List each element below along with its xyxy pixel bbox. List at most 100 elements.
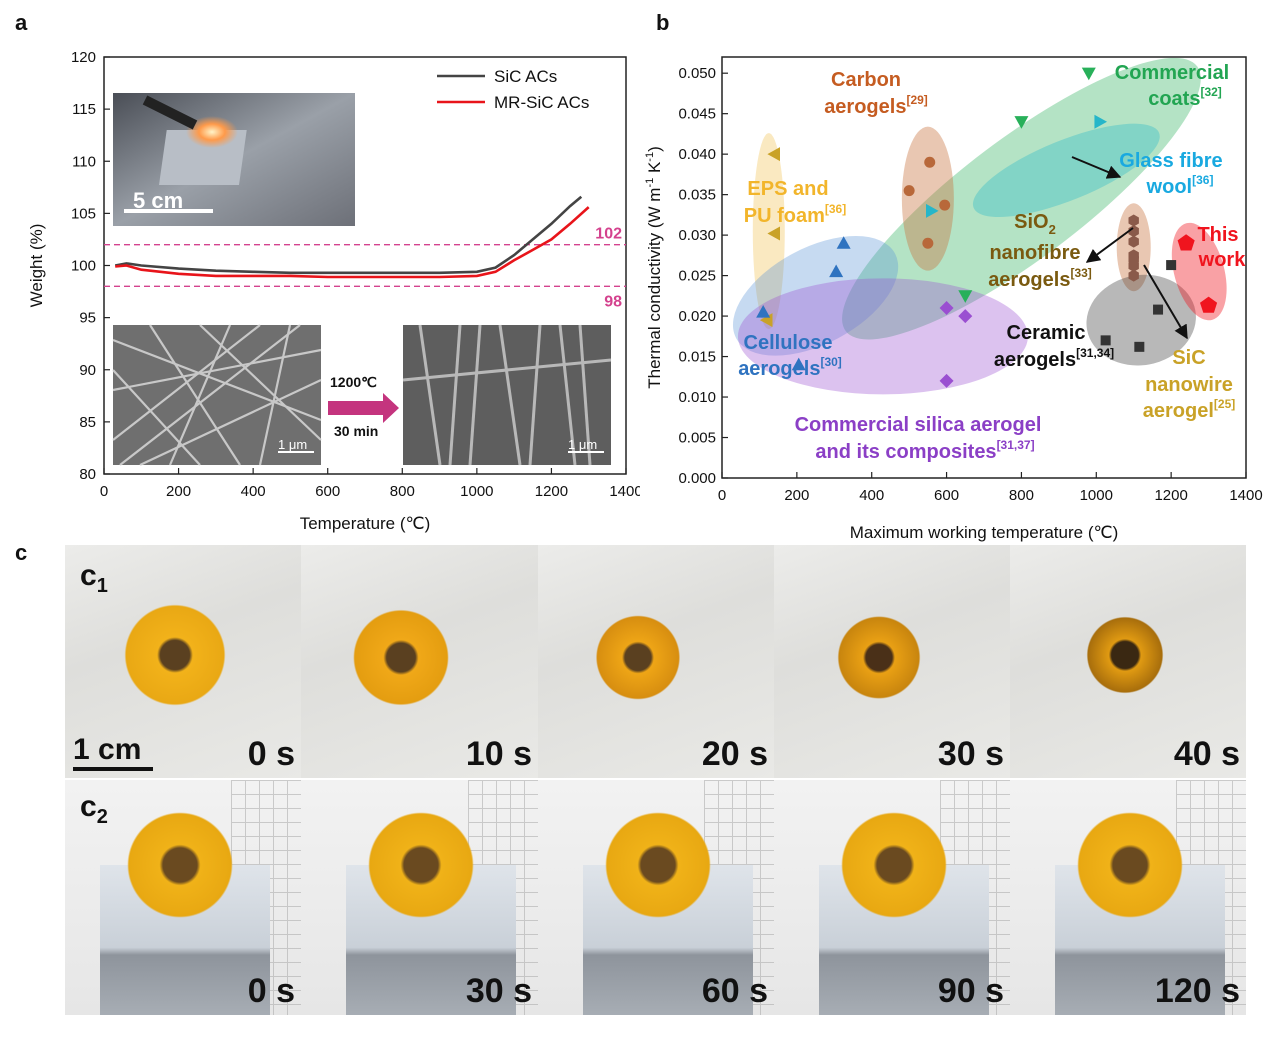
b-ytick-label: 0.020	[678, 308, 716, 325]
b-point	[1128, 225, 1139, 238]
arrow-label-temp: 1200℃	[330, 374, 377, 390]
label-ceramic-2: aerogels[31,34]	[994, 346, 1114, 371]
time-label: 40 s	[1173, 735, 1240, 773]
b-point	[756, 305, 771, 318]
b-ytick-label: 0.030	[678, 227, 716, 244]
b-arrow-glass	[1071, 156, 1122, 179]
photo-c1-4: 40 s	[1010, 545, 1246, 778]
label-sic-1: SiC	[1172, 347, 1205, 369]
a-ytick-label: 120	[71, 49, 96, 66]
b-xtick-label: 1000	[1080, 487, 1113, 504]
b-xtick-label: 600	[934, 487, 959, 504]
time-label: 90 s	[937, 972, 1004, 1010]
b-point	[1094, 114, 1108, 129]
label-ceramic-1: Ceramic	[1007, 322, 1086, 344]
flower-image	[824, 610, 934, 705]
b-xlabel: Maximum working temperature (℃)	[850, 523, 1119, 542]
b-point	[1128, 214, 1139, 227]
b-point	[1100, 335, 1111, 346]
a-xlabel: Temperature (℃)	[300, 514, 431, 533]
photo-c1-0: c1 1 cm 0 s	[65, 545, 301, 778]
a-xtick-label: 600	[315, 483, 340, 500]
a-ytick-label: 80	[79, 466, 96, 483]
b-ylabel: Thermal conductivity (W m-1 K-1)	[644, 146, 664, 389]
b-xtick-label: 200	[784, 487, 809, 504]
time-label: 30 s	[465, 972, 532, 1010]
row-label-c1: c1	[80, 559, 108, 597]
b-point	[939, 373, 954, 388]
a-xtick-label: 0	[100, 483, 108, 500]
photo-c1-2: 20 s	[538, 545, 774, 778]
a-series-line	[114, 195, 583, 275]
a-ytick-label: 85	[79, 414, 96, 431]
a-ytick-label: 95	[79, 310, 96, 327]
b-point	[922, 237, 934, 249]
b-point	[1200, 296, 1218, 313]
label-this-2: work	[1198, 249, 1247, 271]
panel-c-photos: c1 1 cm 0 s 10 s 20 s 30 s 40 s c2 0 s 3…	[65, 545, 1246, 1015]
photo-c2-0: c2 0 s	[65, 780, 301, 1015]
a-ytick-label: 100	[71, 258, 96, 275]
b-point	[1177, 234, 1195, 251]
b-xtick-label: 1200	[1154, 487, 1187, 504]
label-cellulose-1: Cellulose	[744, 332, 833, 354]
panel-label-c: c	[15, 540, 28, 565]
b-point	[1166, 260, 1177, 271]
photo-c2-3: 90 s	[774, 780, 1010, 1015]
b-point	[759, 313, 773, 328]
b-point	[1014, 116, 1029, 129]
flower-image	[125, 800, 235, 930]
flower-image	[603, 800, 713, 930]
a-xtick-label: 1000	[460, 483, 493, 500]
b-point	[829, 264, 844, 278]
flower-image	[1075, 610, 1175, 700]
a-ytick-label: 90	[79, 362, 96, 379]
b-point	[1128, 259, 1139, 272]
label-eps-2: PU foam[36]	[744, 202, 846, 227]
panel-label-a: a	[15, 10, 28, 35]
region-commercial-coats	[842, 57, 1201, 340]
photo-c2-4: 120 s	[1010, 780, 1246, 1015]
photo-c2-2: 60 s	[538, 780, 774, 1015]
b-xtick-label: 1400	[1229, 487, 1262, 504]
label-this-1: This	[1197, 224, 1238, 246]
a-legend-label: MR-SiC ACs	[494, 93, 589, 112]
flower-image	[341, 605, 461, 710]
a-xtick-label: 1200	[535, 483, 568, 500]
label-coats-2: coats[32]	[1148, 85, 1222, 110]
scale-bar-1cm	[73, 767, 153, 771]
a-legend-label: SiC ACs	[494, 67, 557, 86]
label-sic-2: nanowire	[1145, 374, 1233, 396]
label-sio2-1: SiO2	[1014, 211, 1056, 237]
region-carbon	[901, 126, 954, 271]
heat-treatment-arrow: 1200℃ 30 min	[328, 374, 399, 439]
b-point	[958, 290, 973, 303]
region-silica	[737, 278, 1028, 395]
b-ytick-label: 0.050	[678, 65, 716, 82]
a-ytick-label: 115	[72, 101, 96, 118]
region-this-work	[1171, 222, 1227, 321]
flower-image	[115, 600, 235, 710]
a-series-line	[115, 206, 590, 279]
label-carbon-2: aerogels[29]	[824, 93, 928, 118]
b-ytick-label: 0.015	[678, 349, 716, 366]
b-xtick-label: 800	[1009, 487, 1034, 504]
b-point	[767, 147, 780, 162]
b-point	[939, 199, 951, 211]
photo-c1-3: 30 s	[774, 545, 1010, 778]
a-ylabel: Weight (%)	[27, 224, 46, 308]
b-ytick-label: 0.005	[678, 430, 716, 447]
region-ceramic	[1086, 274, 1196, 366]
arrow-label-time: 30 min	[334, 423, 378, 439]
label-silica-2: and its composites[31,37]	[815, 438, 1034, 463]
time-label: 0 s	[247, 735, 295, 773]
b-point	[1128, 269, 1139, 282]
b-arrow-sio2	[1085, 227, 1134, 263]
b-arrow-sic	[1143, 264, 1188, 340]
sem-inset-left: 1 μm	[112, 324, 322, 466]
a-ref-label: 102	[595, 226, 622, 243]
a-xtick-label: 1400	[609, 483, 640, 500]
b-point	[1134, 341, 1145, 352]
label-glass-2: wool[36]	[1146, 173, 1214, 198]
region-cellulose	[732, 235, 899, 356]
